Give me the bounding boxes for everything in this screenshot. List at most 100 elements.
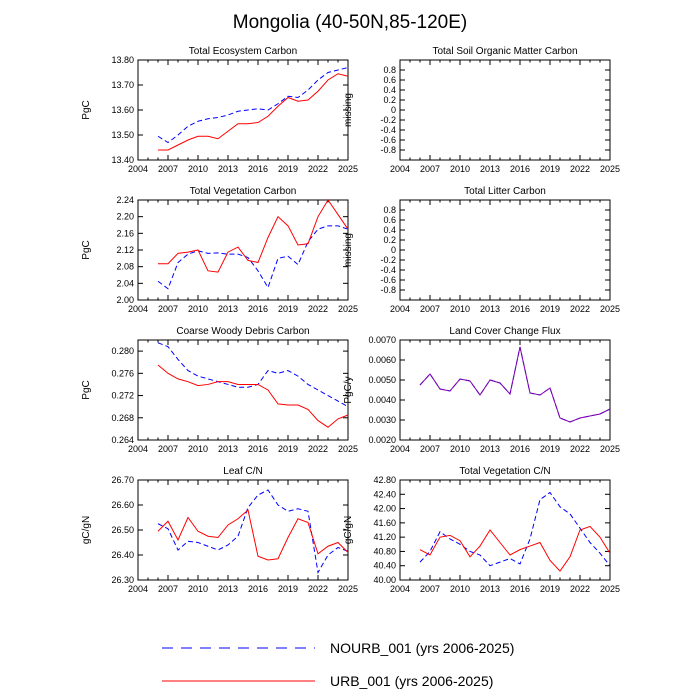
chart-title: Land Cover Change Flux (449, 326, 560, 337)
x-tick-label: 2004 (390, 164, 410, 174)
y-tick-label: 0.4 (383, 225, 396, 235)
y-axis-label: gC/gN (81, 516, 92, 544)
y-tick-label: -0.4 (380, 125, 396, 135)
x-tick-label: 2016 (248, 444, 268, 454)
x-tick-label: 2016 (510, 584, 530, 594)
series-line-nourb-001 (419, 346, 611, 423)
y-tick-label: 40.00 (373, 575, 396, 585)
y-tick-label: 0.0070 (368, 335, 396, 345)
x-tick-label: 2022 (308, 444, 328, 454)
x-tick-label: 2007 (420, 304, 440, 314)
plot-frame (399, 59, 611, 161)
x-tick-label: 2025 (338, 304, 358, 314)
series-line-nourb-001 (157, 67, 349, 144)
y-tick-label: -0.8 (380, 145, 396, 155)
x-tick-label: 2025 (600, 164, 620, 174)
x-tick-label: 2025 (600, 444, 620, 454)
x-tick-label: 2013 (218, 164, 238, 174)
x-tick-label: 2013 (480, 584, 500, 594)
y-tick-label: -0.4 (380, 265, 396, 275)
y-tick-label: 42.00 (373, 504, 396, 514)
series-line-urb-001 (419, 346, 611, 423)
x-tick-label: 2007 (420, 444, 440, 454)
x-tick-label: 2007 (158, 164, 178, 174)
x-tick-label: 2022 (570, 584, 590, 594)
x-tick-label: 2016 (510, 164, 530, 174)
y-tick-label: 26.70 (111, 475, 134, 485)
y-tick-label: 13.80 (111, 55, 134, 65)
x-tick-label: 2022 (308, 584, 328, 594)
series-line-urb-001 (419, 525, 611, 572)
chart-title: Leaf C/N (223, 466, 262, 477)
y-axis-label: PgC/y (343, 376, 354, 403)
series-line-urb-001 (158, 199, 349, 273)
chart-panels: Total Ecosystem Carbon PgC 2004 2007 2010 201… (81, 46, 620, 594)
x-tick-label: 2004 (390, 444, 410, 454)
y-tick-label: 41.60 (373, 518, 396, 528)
y-tick-label: 0.4 (383, 85, 396, 95)
y-tick-label: 2.20 (116, 212, 134, 222)
x-tick-label: 2007 (158, 304, 178, 314)
panel-total-ecosystem-carbon: Total Ecosystem Carbon PgC 2004 2007 2010 201… (81, 46, 358, 174)
x-tick-label: 2013 (218, 304, 238, 314)
x-tick-label: 2010 (188, 304, 208, 314)
x-tick-label: 2013 (480, 304, 500, 314)
x-tick-label: 2019 (278, 584, 298, 594)
chart-legend: NOURB_001 (yrs 2006-2025) URB_001 (yrs 2… (162, 640, 514, 689)
y-axis-label: PgC (81, 380, 92, 399)
plot-frame (399, 339, 611, 441)
y-tick-label: 26.30 (111, 575, 134, 585)
page-title: Mongolia (40-50N,85-120E) (233, 12, 467, 33)
x-tick-label: 2022 (570, 304, 590, 314)
y-tick-label: -0.2 (380, 115, 396, 125)
y-axis-label: PgC (81, 240, 92, 259)
y-tick-label: 0 (391, 105, 396, 115)
y-tick-label: 13.70 (111, 80, 134, 90)
y-tick-label: 2.24 (116, 195, 134, 205)
x-tick-label: 2010 (450, 444, 470, 454)
x-tick-label: 2010 (450, 164, 470, 174)
y-tick-label: -0.6 (380, 135, 396, 145)
y-tick-label: 41.20 (373, 532, 396, 542)
chart-title: Coarse Woody Debris Carbon (176, 326, 309, 337)
y-tick-label: 13.40 (111, 155, 134, 165)
panel-land-cover-change-flux: Land Cover Change Flux PgC/y 2004 2007 2010 2… (343, 326, 620, 454)
x-tick-label: 2013 (218, 444, 238, 454)
x-tick-label: 2019 (278, 444, 298, 454)
x-tick-label: 2004 (390, 584, 410, 594)
y-tick-label: 0.6 (383, 75, 396, 85)
x-tick-label: 2022 (308, 304, 328, 314)
y-tick-label: 0.8 (383, 205, 396, 215)
panel-total-vegetation-c-n: Total Vegetation C/N gC/gN 2004 2007 2010 201… (343, 466, 620, 594)
x-tick-label: 2004 (128, 164, 148, 174)
x-tick-label: 2004 (128, 304, 148, 314)
y-tick-label: 40.80 (373, 546, 396, 556)
y-tick-label: 0.0050 (368, 375, 396, 385)
x-tick-label: 2025 (600, 584, 620, 594)
series-line-nourb-001 (157, 225, 349, 290)
y-tick-label: 0.276 (111, 368, 134, 378)
y-tick-label: 0.280 (111, 346, 134, 356)
x-tick-label: 2025 (600, 304, 620, 314)
series-line-urb-001 (157, 509, 349, 561)
y-tick-label: 0.268 (111, 413, 134, 423)
x-tick-label: 2016 (510, 444, 530, 454)
x-tick-label: 2007 (420, 584, 440, 594)
y-tick-label: 0.8 (383, 65, 396, 75)
chart-title: Total Vegetation Carbon (190, 186, 297, 197)
x-tick-label: 2016 (510, 304, 530, 314)
x-tick-label: 2004 (128, 584, 148, 594)
x-tick-label: 2004 (390, 304, 410, 314)
y-tick-label: 2.16 (116, 228, 134, 238)
x-tick-label: 2013 (218, 584, 238, 594)
y-tick-label: 0.272 (111, 391, 134, 401)
x-tick-label: 2016 (248, 164, 268, 174)
panel-total-vegetation-carbon: Total Vegetation Carbon PgC 2004 2007 2010 20… (81, 186, 358, 314)
x-tick-label: 2007 (158, 444, 178, 454)
panel-total-soil-organic-matter-carbon: Total Soil Organic Matter Carbon missing 2… (343, 46, 620, 174)
y-tick-label: 2.04 (116, 278, 134, 288)
legend-label-nourb: NOURB_001 (yrs 2006-2025) (330, 640, 514, 656)
x-tick-label: 2025 (338, 444, 358, 454)
series-line-nourb-001 (419, 491, 611, 567)
